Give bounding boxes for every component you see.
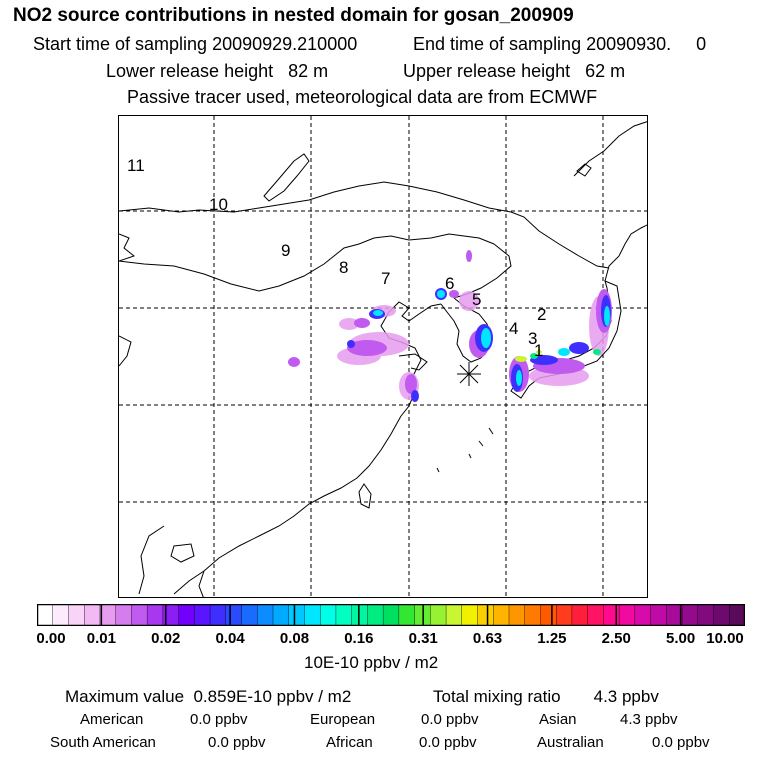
- region-label-3: 3: [528, 329, 537, 348]
- source-contribution-field: [288, 250, 612, 402]
- colorbar-segment: [320, 604, 337, 626]
- total-mixing-ratio-label: Total mixing ratio 4.3 ppbv: [433, 687, 659, 706]
- colorbar-tick-label: 10.00: [706, 630, 744, 647]
- map-svg: 11 10 9 8 7 6 5 4 3 2 1: [119, 116, 647, 597]
- australian-label: Australian: [537, 734, 604, 751]
- colorbar-segment: [571, 604, 589, 626]
- south-american-value: 0.0 ppbv: [208, 734, 266, 751]
- colorbar-segment: [461, 604, 479, 626]
- colorbar-segment: [367, 604, 384, 626]
- region-label-9: 9: [281, 241, 290, 260]
- colorbar-segment: [115, 604, 133, 626]
- colorbar-segment: [493, 604, 510, 626]
- colorbar-segment: [524, 604, 542, 626]
- colorbar-tick-label: 0.02: [151, 630, 181, 647]
- colorbar: [37, 604, 745, 626]
- colorbar-tick-label: 0.00: [36, 630, 66, 647]
- end-time-label: End time of sampling 20090930. 0: [413, 34, 707, 54]
- south-american-label: South American: [50, 734, 156, 751]
- region-label-2: 2: [537, 305, 546, 324]
- colorbar-segment: [650, 604, 668, 626]
- colorbar-unit: 10E-10 ppbv / m2: [304, 653, 439, 672]
- colorbar-segment: [225, 604, 243, 626]
- colorbar-segment: [618, 604, 636, 626]
- colorbar-segment: [272, 604, 290, 626]
- region-label-7: 7: [381, 269, 390, 288]
- colorbar-segment: [587, 604, 605, 626]
- upper-release-height-label: Upper release height 62 m: [403, 61, 626, 81]
- lat-lon-grid: [119, 116, 647, 597]
- european-value: 0.0 ppbv: [421, 711, 479, 728]
- asian-label: Asian: [539, 711, 577, 728]
- region-label-6: 6: [445, 274, 454, 293]
- colorbar-segment: [209, 604, 227, 626]
- maximum-value-label: Maximum value 0.859E-10 ppbv / m2: [65, 687, 352, 706]
- start-time-label: Start time of sampling 20090929.210000: [33, 34, 358, 54]
- colorbar-segment: [84, 604, 101, 626]
- colorbar-segment: [634, 604, 652, 626]
- colorbar-segment: [556, 604, 573, 626]
- colorbar-segment: [37, 604, 54, 626]
- colorbar-segment: [477, 604, 494, 626]
- colorbar-tick-label: 0.31: [408, 630, 438, 647]
- tracer-note: Passive tracer used, meteorological data…: [127, 87, 598, 107]
- colorbar-segment: [131, 604, 148, 626]
- region-label-4: 4: [509, 319, 518, 338]
- african-label: African: [326, 734, 373, 751]
- australian-value: 0.0 ppbv: [652, 734, 710, 751]
- colorbar-segment: [540, 604, 557, 626]
- colorbar-segment: [99, 604, 117, 626]
- colorbar-tick-label: 5.00: [666, 630, 696, 647]
- colorbar-segment: [398, 604, 416, 626]
- colorbar-tick-label: 1.25: [537, 630, 567, 647]
- colorbar-segment: [241, 604, 258, 626]
- colorbar-segment: [351, 604, 369, 626]
- colorbar-segment: [335, 604, 353, 626]
- colorbar-segment: [146, 604, 164, 626]
- region-label-8: 8: [339, 258, 348, 277]
- region-labels: 11 10 9 8 7 6 5 4 3 2 1: [127, 156, 546, 360]
- colorbar-segment: [52, 604, 70, 626]
- colorbar-outline: [37, 604, 745, 626]
- colorbar-segment: [697, 604, 715, 626]
- colorbar-segment: [508, 604, 526, 626]
- colorbar-tick-label: 0.08: [279, 630, 310, 647]
- map-panel: 11 10 9 8 7 6 5 4 3 2 1: [118, 115, 648, 598]
- colorbar-segment: [681, 604, 699, 626]
- asterisk-icon: [457, 362, 481, 386]
- colorbar-segment: [304, 604, 321, 626]
- colorbar-segment: [445, 604, 463, 626]
- asian-value: 4.3 ppbv: [620, 711, 678, 728]
- colorbar-segment: [257, 604, 274, 626]
- region-label-10: 10: [209, 195, 228, 214]
- lower-release-height-label: Lower release height 82 m: [106, 61, 329, 81]
- american-value: 0.0 ppbv: [190, 711, 248, 728]
- colorbar-segment: [430, 604, 447, 626]
- colorbar-tick-label: 2.50: [601, 630, 631, 647]
- colorbar-segment: [68, 604, 85, 626]
- colorbar-segment: [603, 604, 620, 626]
- colorbar-segment: [178, 604, 196, 626]
- region-label-5: 5: [472, 290, 481, 309]
- colorbar-segment: [382, 604, 400, 626]
- african-value: 0.0 ppbv: [419, 734, 477, 751]
- region-label-1: 1: [534, 341, 543, 360]
- colorbar-segment: [288, 604, 306, 626]
- colorbar-tick-label: 0.16: [344, 630, 374, 647]
- colorbar-segment: [729, 604, 745, 626]
- european-label: European: [310, 711, 376, 728]
- colorbar-segment: [194, 604, 211, 626]
- colorbar-tick-label: 0.04: [215, 630, 245, 647]
- plot-title: NO2 source contributions in nested domai…: [13, 5, 574, 26]
- colorbar-tick-label: 0.63: [472, 630, 503, 647]
- colorbar-segment: [713, 604, 730, 626]
- colorbar-tick-label: 0.01: [86, 630, 116, 647]
- region-label-11: 11: [127, 156, 145, 175]
- american-label: American: [80, 711, 144, 728]
